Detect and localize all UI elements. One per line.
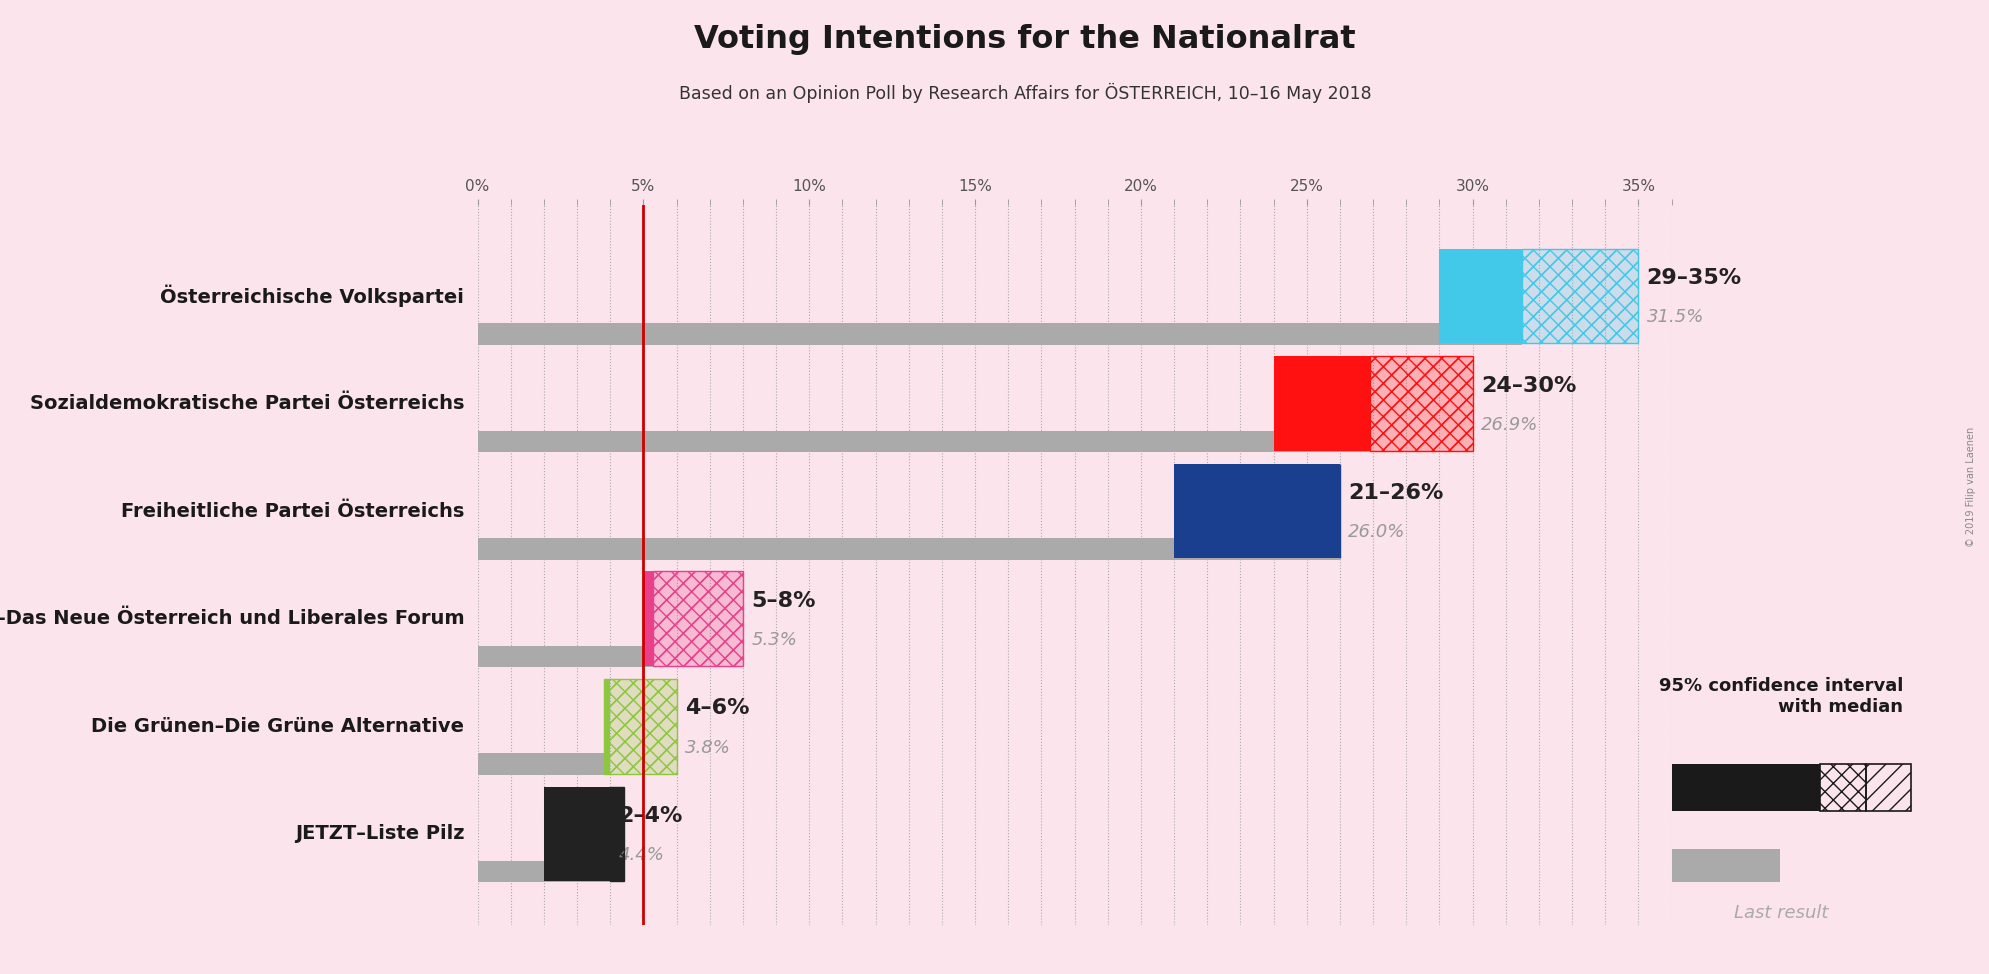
Text: 4–6%: 4–6% <box>684 698 750 718</box>
Text: 4.4%: 4.4% <box>619 846 664 864</box>
Bar <box>603 679 676 773</box>
Text: 95% confidence interval
with median: 95% confidence interval with median <box>1659 677 1901 716</box>
Bar <box>477 754 603 775</box>
Text: Last result: Last result <box>1732 904 1828 921</box>
Bar <box>1174 464 1339 558</box>
Bar <box>1820 764 1866 811</box>
Bar <box>603 679 676 773</box>
Bar <box>543 787 623 881</box>
Text: 26.9%: 26.9% <box>1480 416 1537 433</box>
Bar <box>477 323 1522 345</box>
Bar <box>603 679 611 773</box>
Bar <box>1368 356 1472 451</box>
Bar <box>603 679 676 773</box>
Text: JETZT–Liste Pilz: JETZT–Liste Pilz <box>294 824 463 843</box>
Text: 29–35%: 29–35% <box>1645 268 1740 288</box>
Bar <box>652 572 742 666</box>
Text: 21–26%: 21–26% <box>1347 483 1442 504</box>
Text: Die Grünen–Die Grüne Alternative: Die Grünen–Die Grüne Alternative <box>91 717 463 735</box>
Text: 26.0%: 26.0% <box>1347 523 1404 542</box>
Bar <box>1671 849 1780 882</box>
Text: NEOS–Das Neue Österreich und Liberales Forum: NEOS–Das Neue Österreich und Liberales F… <box>0 609 463 628</box>
Text: Sozialdemokratische Partei Österreichs: Sozialdemokratische Partei Österreichs <box>30 394 463 413</box>
Bar <box>652 572 742 666</box>
Bar <box>611 787 623 881</box>
Text: Österreichische Volkspartei: Österreichische Volkspartei <box>161 284 463 307</box>
Bar <box>611 787 623 881</box>
Bar <box>642 572 652 666</box>
Bar <box>1866 764 1909 811</box>
Text: Based on an Opinion Poll by Research Affairs for ÖSTERREICH, 10–16 May 2018: Based on an Opinion Poll by Research Aff… <box>678 83 1370 103</box>
Bar <box>477 646 652 667</box>
Bar <box>1368 356 1472 451</box>
Text: Voting Intentions for the Nationalrat: Voting Intentions for the Nationalrat <box>694 24 1355 56</box>
Bar <box>1522 248 1637 343</box>
Text: © 2019 Filip van Laenen: © 2019 Filip van Laenen <box>1965 427 1975 547</box>
Bar <box>1671 764 1820 811</box>
Bar <box>477 431 1368 452</box>
Bar <box>477 861 623 882</box>
Bar <box>1368 356 1472 451</box>
Bar <box>1438 248 1522 343</box>
Text: Freiheitliche Partei Österreichs: Freiheitliche Partei Österreichs <box>121 502 463 521</box>
Text: 31.5%: 31.5% <box>1645 309 1703 326</box>
Bar <box>611 787 623 881</box>
Bar <box>652 572 742 666</box>
Bar <box>477 539 1339 560</box>
Bar <box>1273 356 1368 451</box>
Bar <box>1522 248 1637 343</box>
Text: 2–4%: 2–4% <box>619 805 682 826</box>
Bar <box>1522 248 1637 343</box>
Text: 3.8%: 3.8% <box>684 738 730 757</box>
Text: 5–8%: 5–8% <box>752 590 815 611</box>
Text: 5.3%: 5.3% <box>752 631 798 649</box>
Text: 24–30%: 24–30% <box>1480 376 1575 395</box>
